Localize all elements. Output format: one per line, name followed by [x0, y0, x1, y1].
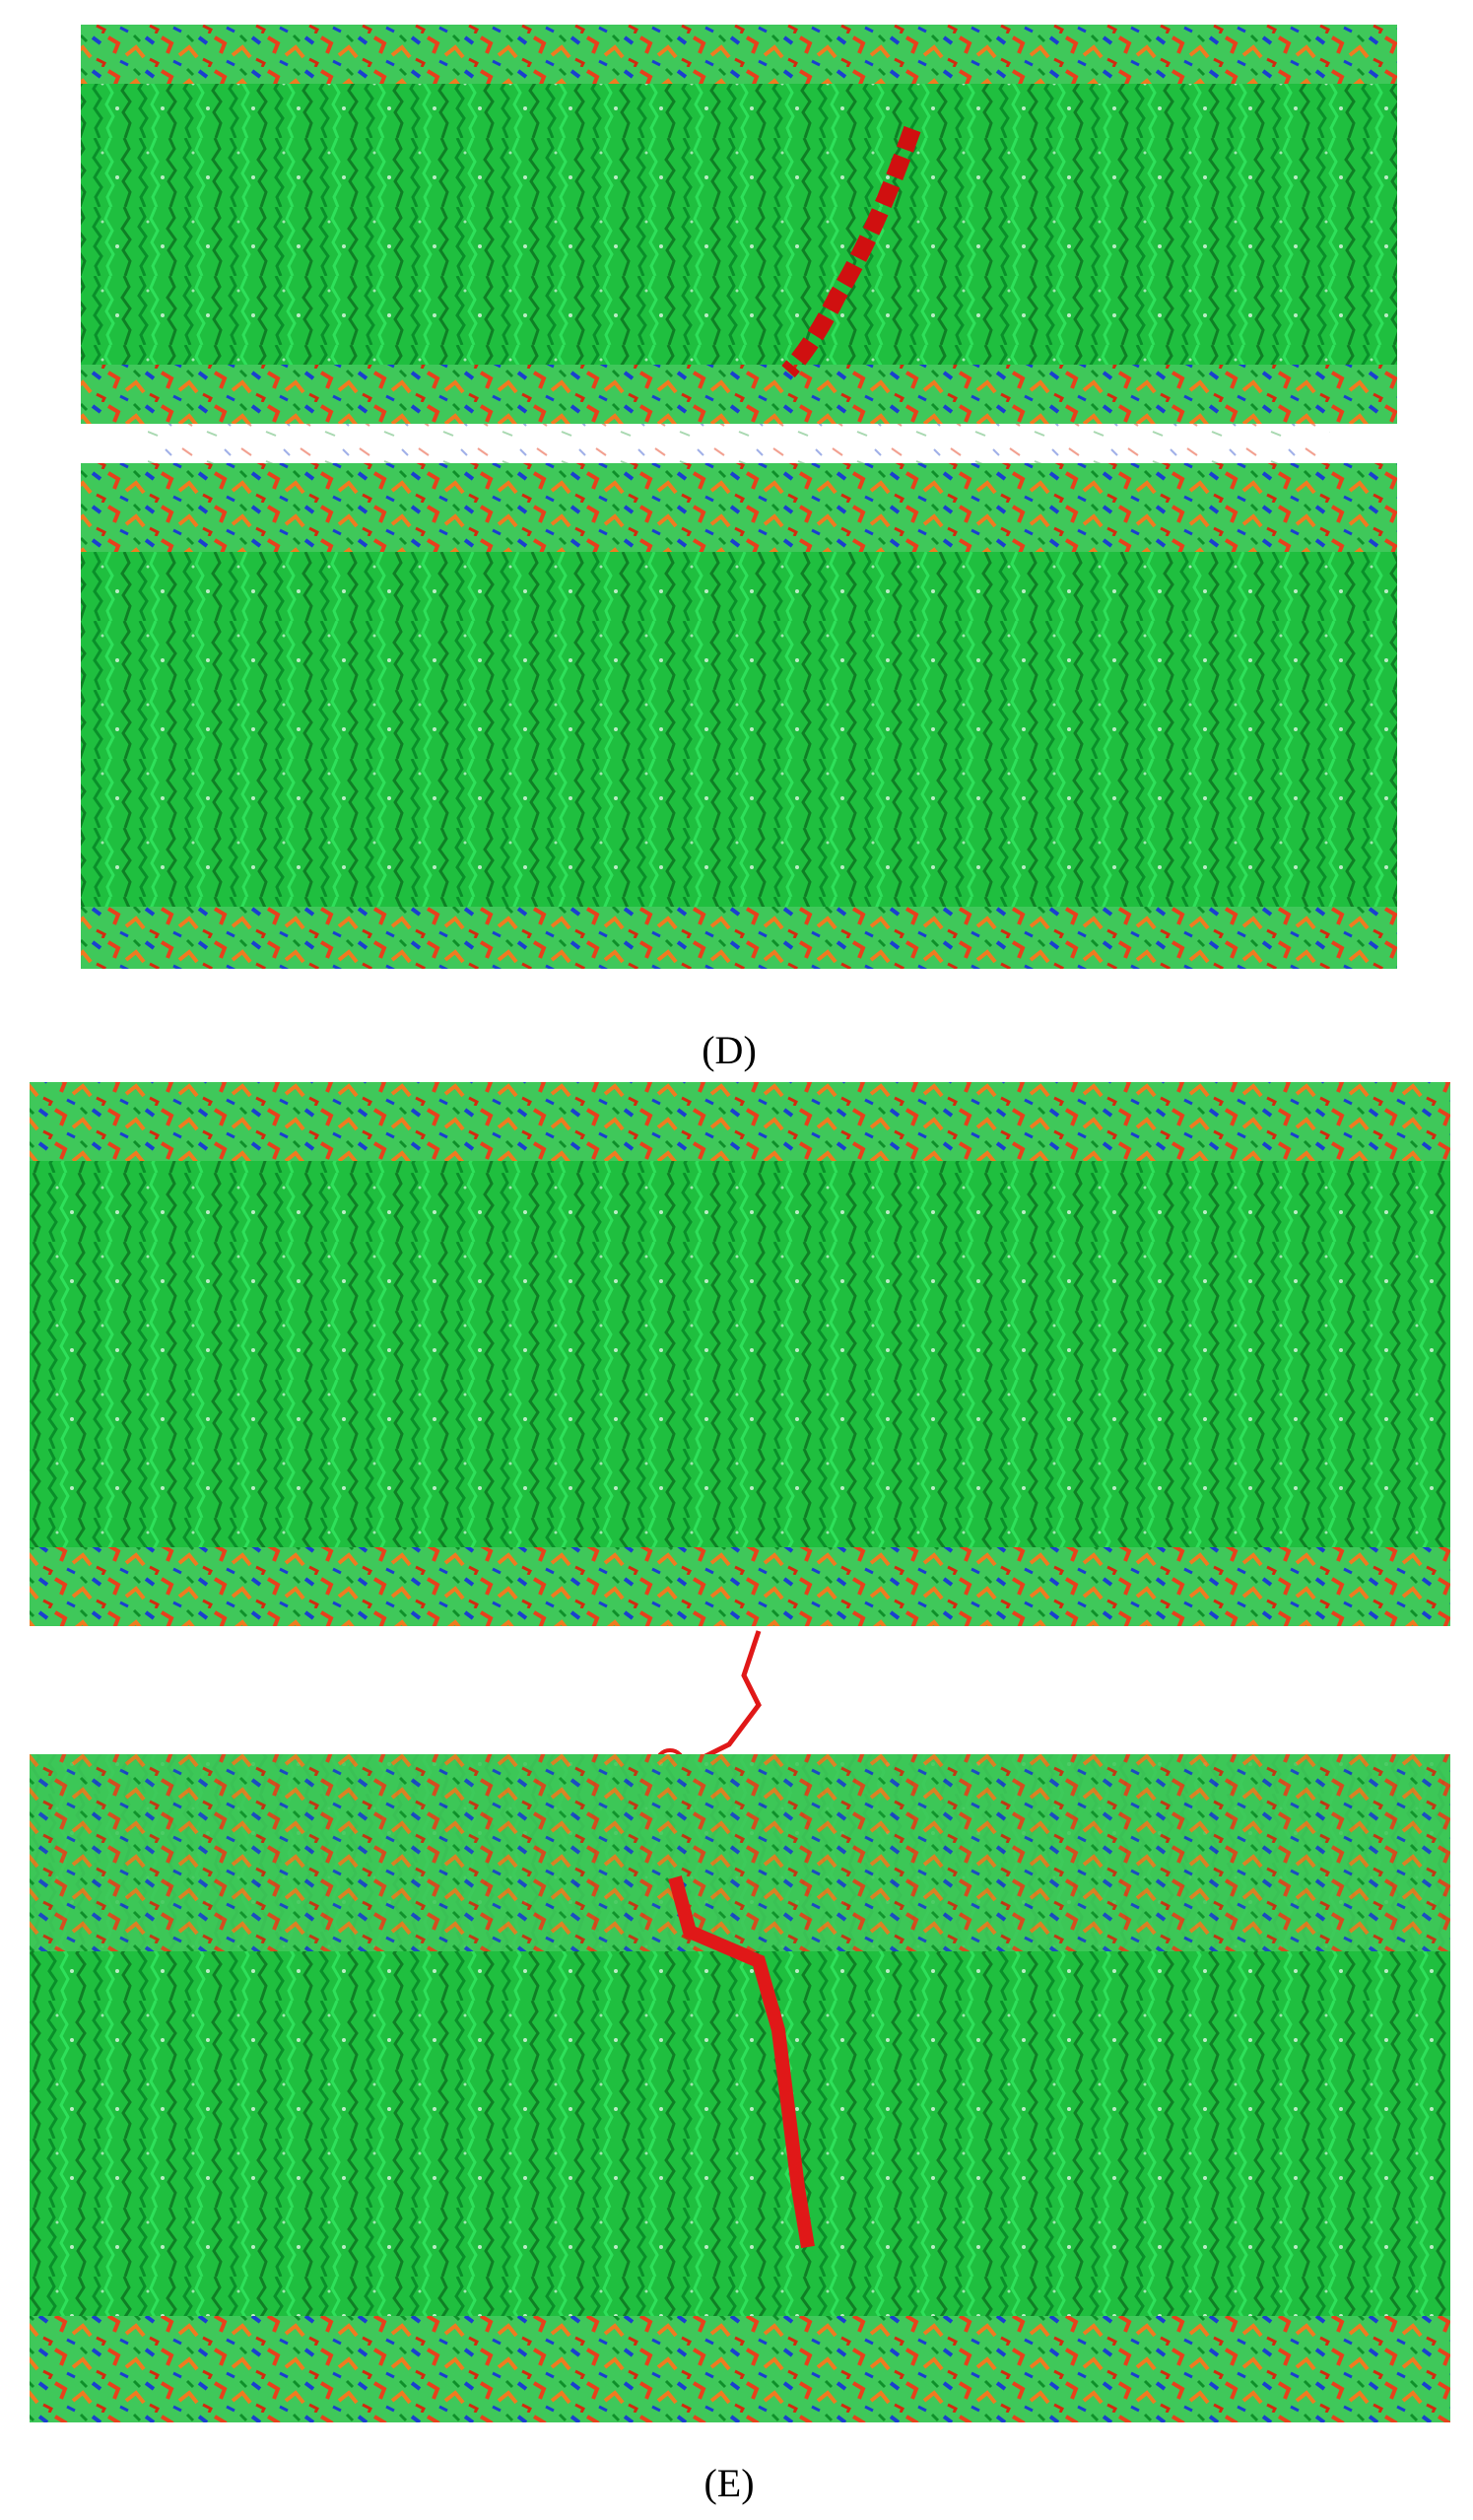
headgroup-band — [30, 1082, 1450, 1161]
headgroup-band — [81, 463, 1397, 552]
headgroup-band — [30, 2316, 1450, 2422]
peptide — [781, 125, 921, 378]
headgroup-band — [30, 1754, 1450, 1951]
upper-bilayer — [81, 25, 1397, 424]
peptide — [668, 1875, 815, 2249]
upper-bilayer — [30, 1082, 1450, 1626]
headgroup-band — [30, 1547, 1450, 1626]
headgroup-band — [81, 907, 1397, 969]
panel-label: (D) — [702, 1028, 757, 1072]
headgroup-band — [81, 25, 1397, 84]
headgroup-band — [81, 365, 1397, 424]
water-layer — [148, 424, 1330, 463]
panel-e-image — [30, 1082, 1450, 2422]
panel-d-image — [81, 25, 1397, 969]
panel-label: (E) — [703, 2461, 754, 2505]
